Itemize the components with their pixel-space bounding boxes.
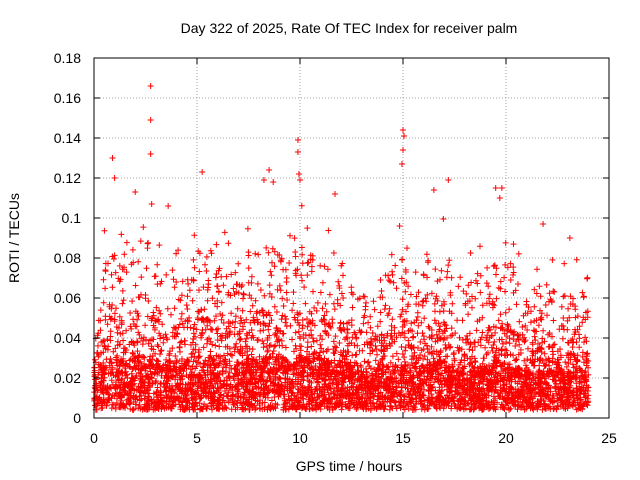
roti-point	[430, 187, 437, 193]
roti-point	[492, 185, 499, 191]
roti-point	[148, 201, 155, 207]
y-tick-label: 0.16	[54, 90, 81, 106]
y-tick-label: 0.1	[62, 210, 82, 226]
roti-point	[297, 177, 303, 183]
roti-point	[540, 221, 547, 227]
roti-point	[147, 117, 154, 123]
x-tick-label: 10	[292, 430, 308, 446]
roti-point	[566, 235, 573, 241]
roti-point	[294, 137, 301, 143]
roti-point	[147, 151, 154, 157]
axis-ticks: 0 5 10 15 20 25 0 0.02 0.04 0.06 0.08 0.1 0.12 0.14 0.…	[54, 50, 617, 446]
roti-point	[132, 189, 139, 195]
y-tick-label: 0	[73, 410, 81, 426]
plot-frame	[93, 57, 610, 419]
roti-point	[445, 177, 452, 183]
roti-point	[496, 195, 503, 201]
x-tick-label: 0	[90, 430, 98, 446]
roti-point	[400, 127, 406, 133]
grid	[94, 58, 609, 418]
y-tick-label: 0.12	[54, 170, 81, 186]
chart-title: Day 322 of 2025, Rate Of TEC Index for r…	[181, 20, 518, 36]
y-tick-label: 0.14	[54, 130, 81, 146]
roti-point	[401, 133, 408, 139]
roti-point	[165, 203, 172, 209]
x-tick-label: 25	[601, 430, 617, 446]
roti-point	[295, 171, 302, 177]
roti-point	[199, 169, 206, 175]
roti-scatter-cloud	[91, 202, 592, 413]
y-tick-label: 0.04	[54, 330, 81, 346]
y-tick-label: 0.02	[54, 370, 81, 386]
x-tick-label: 20	[498, 430, 514, 446]
x-tick-label: 5	[193, 430, 201, 446]
x-axis-label: GPS time / hours	[296, 458, 403, 474]
roti-point	[270, 179, 277, 185]
y-axis-label: ROTI / TECUs	[6, 193, 22, 283]
roti-point	[111, 175, 118, 181]
y-tick-label: 0.08	[54, 250, 81, 266]
roti-point	[294, 149, 301, 155]
roti-point	[266, 167, 273, 173]
y-tick-label: 0.18	[54, 50, 81, 66]
y-tick-label: 0.06	[54, 290, 81, 306]
data-points	[91, 83, 592, 413]
x-tick-label: 15	[395, 430, 411, 446]
roti-point	[498, 185, 505, 191]
roti-point	[398, 161, 405, 167]
roti-point	[109, 155, 116, 161]
roti-point	[400, 147, 406, 153]
roti-point	[332, 191, 339, 197]
roti-point	[147, 83, 154, 89]
roti-point	[260, 177, 267, 183]
